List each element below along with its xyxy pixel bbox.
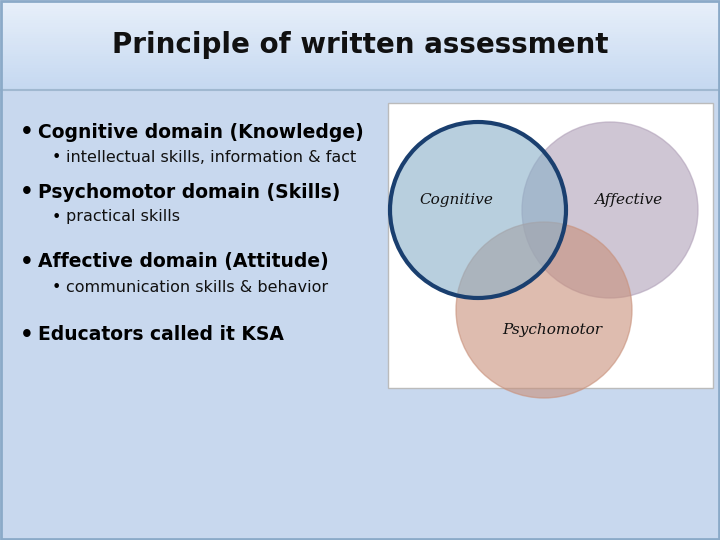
Text: •: •: [20, 252, 34, 272]
Bar: [0, 84, 720, 87]
Text: •: •: [52, 150, 61, 165]
Bar: [0, 6, 720, 9]
Text: Psychomotor domain (Skills): Psychomotor domain (Skills): [38, 183, 341, 201]
Text: •: •: [52, 280, 61, 294]
Bar: [0, 53, 720, 56]
Bar: [0, 0, 720, 2]
Bar: [0, 78, 720, 81]
Bar: [0, 87, 720, 90]
Bar: [0, 37, 720, 40]
Text: Educators called it KSA: Educators called it KSA: [38, 326, 284, 345]
Bar: [0, 82, 720, 85]
Bar: [0, 26, 720, 29]
Bar: [0, 49, 720, 52]
Bar: [0, 24, 720, 27]
Bar: [0, 80, 720, 83]
Bar: [0, 19, 720, 23]
Bar: [0, 10, 720, 14]
Text: intellectual skills, information & fact: intellectual skills, information & fact: [66, 150, 356, 165]
Bar: [0, 66, 720, 70]
Bar: [0, 76, 720, 79]
Text: Cognitive domain (Knowledge): Cognitive domain (Knowledge): [38, 123, 364, 141]
Text: Cognitive: Cognitive: [419, 193, 493, 207]
Bar: [0, 60, 720, 63]
Bar: [0, 39, 720, 43]
Bar: [0, 62, 720, 65]
Bar: [0, 57, 720, 60]
Text: Psychomotor: Psychomotor: [502, 323, 602, 337]
Bar: [0, 46, 720, 50]
Bar: [0, 55, 720, 58]
Text: •: •: [20, 325, 34, 345]
Bar: [0, 33, 720, 36]
Circle shape: [456, 222, 632, 398]
Bar: [0, 17, 720, 20]
Bar: [0, 35, 720, 38]
Bar: [0, 22, 720, 25]
Bar: [0, 90, 720, 540]
Text: •: •: [20, 182, 34, 202]
Bar: [0, 64, 720, 68]
Bar: [0, 51, 720, 54]
Text: communication skills & behavior: communication skills & behavior: [66, 280, 328, 294]
Bar: [0, 69, 720, 72]
Bar: [0, 30, 720, 33]
Bar: [0, 44, 720, 47]
Bar: [0, 1, 720, 4]
Bar: [0, 28, 720, 31]
Text: practical skills: practical skills: [66, 210, 180, 225]
Bar: [388, 103, 713, 388]
Circle shape: [522, 122, 698, 298]
Bar: [0, 73, 720, 77]
Text: Principle of written assessment: Principle of written assessment: [112, 31, 608, 59]
Circle shape: [390, 122, 566, 298]
Bar: [0, 8, 720, 11]
Text: Affective: Affective: [594, 193, 662, 207]
Bar: [0, 15, 720, 18]
Bar: [0, 12, 720, 16]
Text: •: •: [20, 122, 34, 142]
Text: •: •: [52, 210, 61, 225]
Text: Affective domain (Attitude): Affective domain (Attitude): [38, 253, 329, 272]
Bar: [0, 71, 720, 74]
Bar: [0, 42, 720, 45]
Bar: [0, 3, 720, 6]
